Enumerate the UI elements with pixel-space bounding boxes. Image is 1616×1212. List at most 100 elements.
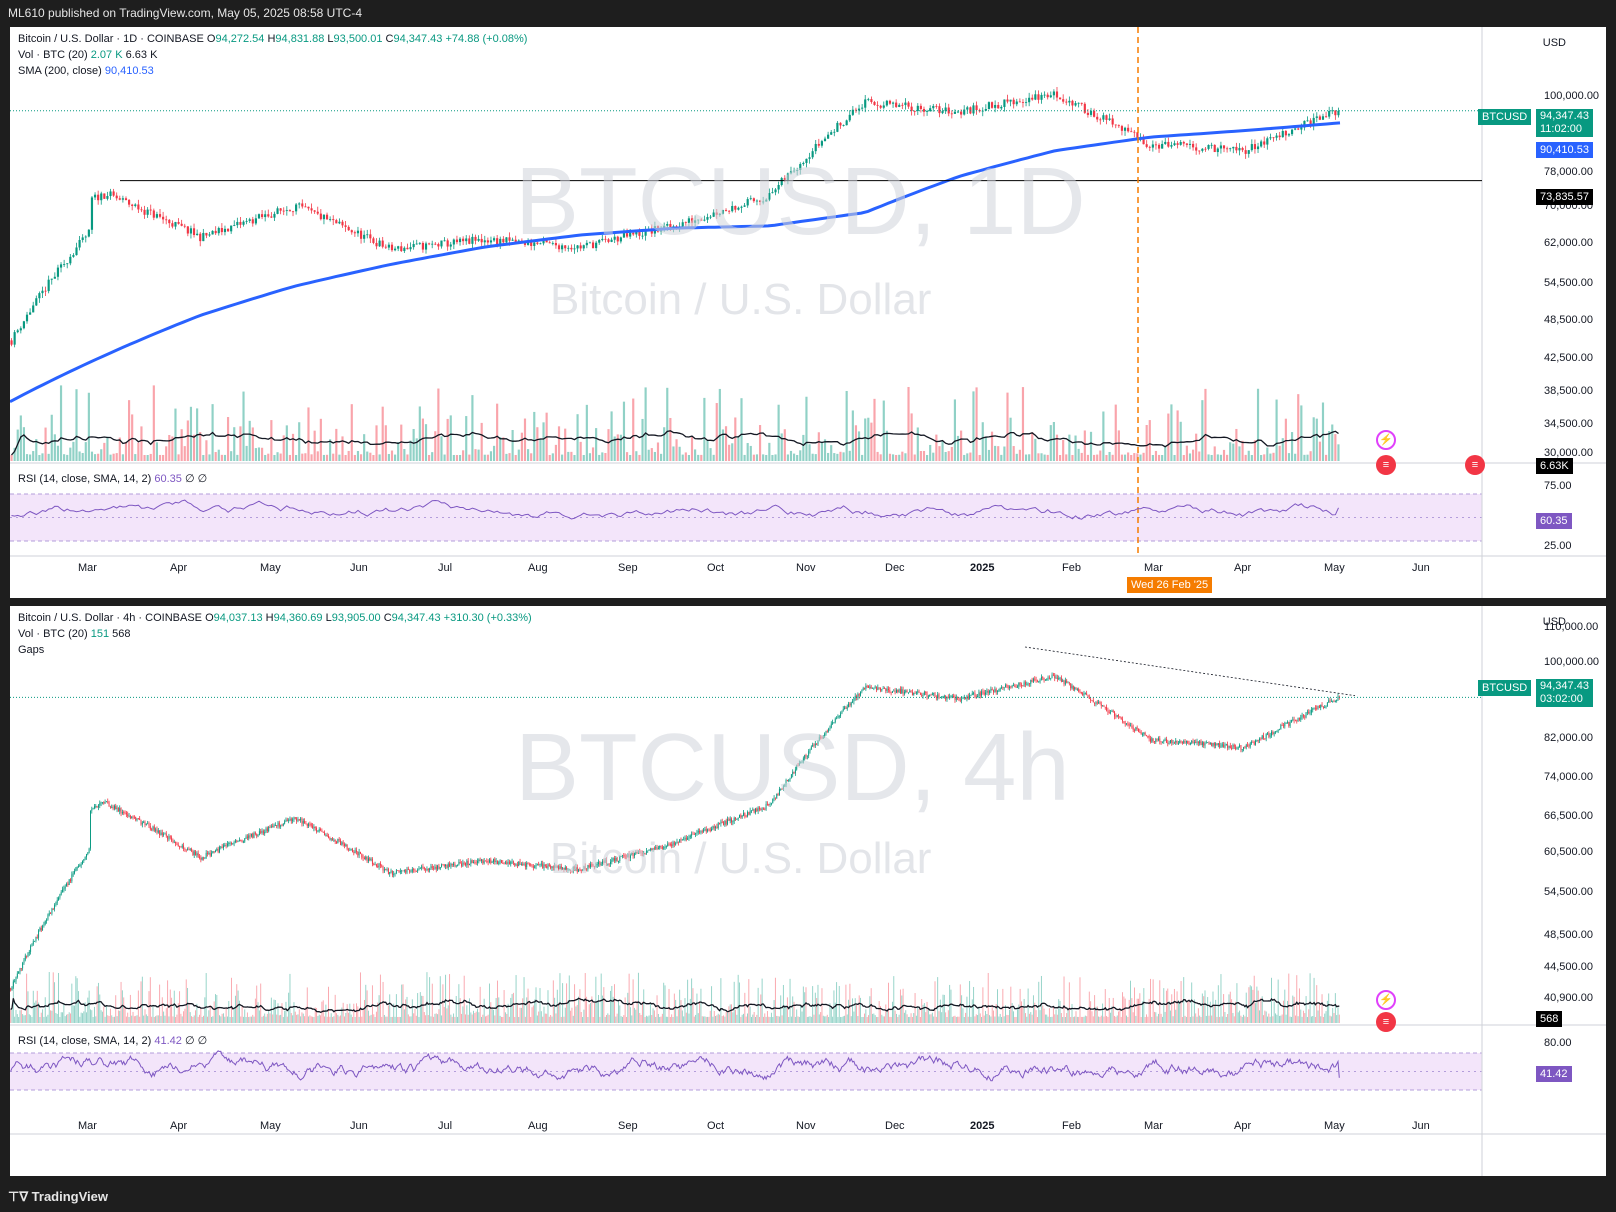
candle-body [32, 305, 35, 313]
candle-body [712, 826, 714, 829]
candle-body [866, 685, 868, 687]
sma-value: 90,410.53 [104, 65, 154, 77]
candle-body [59, 894, 61, 898]
rsi-legend[interactable]: RSI (14, close, SMA, 14, 2) 41.42 ∅ ∅ [18, 1034, 207, 1047]
us-flag-event-icon[interactable]: ≡ [1376, 455, 1396, 475]
candle-body [530, 241, 533, 246]
chart-panel-4h[interactable]: BTCUSD, 4h Bitcoin / U.S. Dollar Bitcoin… [10, 606, 1606, 1176]
volume-bar [613, 436, 616, 461]
volume-bar [1328, 431, 1331, 461]
chart-canvas-4h[interactable] [10, 606, 1606, 1176]
candle-body [242, 221, 245, 225]
candle-body [276, 208, 279, 214]
volume-bar [879, 454, 882, 461]
volume-bar [886, 1011, 888, 1023]
candle-body [1140, 732, 1142, 735]
candle-body [1279, 729, 1280, 731]
events-lightning-icon[interactable]: ⚡ [1376, 430, 1396, 450]
candle-body [1035, 679, 1037, 681]
volume-bar [474, 449, 477, 461]
events-lightning-icon[interactable]: ⚡ [1376, 990, 1396, 1010]
volume-bar [421, 418, 425, 461]
tradingview-logo-icon[interactable]: ⊤∇ [8, 1189, 29, 1204]
candle-body [67, 883, 69, 886]
volume-bar [984, 437, 987, 461]
candle-body [427, 869, 429, 871]
volume-bar [111, 1015, 113, 1023]
candle-body [576, 245, 579, 249]
volume-bar [770, 1012, 772, 1023]
candle-body [168, 836, 170, 840]
currency-label[interactable]: USD [1542, 616, 1566, 628]
volume-bar [1256, 986, 1258, 1023]
candle-body [486, 861, 488, 863]
candle-body [849, 703, 851, 706]
candle-body [749, 810, 751, 815]
volume-bar [219, 1015, 220, 1023]
volume-bar [935, 1016, 937, 1023]
candle-body [54, 905, 56, 909]
candle-body [42, 925, 44, 931]
volume-legend[interactable]: Vol · BTC (20) 151 568 [18, 628, 131, 640]
candle-body [474, 236, 477, 241]
sma-legend[interactable]: SMA (200, close) 90,410.53 [18, 65, 154, 77]
us-flag-event-icon[interactable]: ≡ [1465, 455, 1485, 475]
candle-body [495, 860, 497, 863]
candle-body [1203, 742, 1205, 746]
volume-bar [449, 415, 452, 461]
candle-body [560, 866, 562, 869]
candle-body [923, 692, 925, 696]
volume-bar [600, 973, 602, 1023]
us-flag-event-icon[interactable]: ≡ [1376, 1012, 1396, 1032]
candle-body [208, 852, 210, 854]
chart-panel-1d[interactable]: BTCUSD, 1D Bitcoin / U.S. Dollar Bitcoin… [10, 27, 1606, 598]
ohlc-legend[interactable]: Bitcoin / U.S. Dollar · 1D · COINBASE O9… [18, 33, 527, 45]
volume-bar [999, 1013, 1001, 1023]
volume-bar [1076, 1016, 1078, 1023]
rsi-legend[interactable]: RSI (14, close, SMA, 14, 2) 60.35 ∅ ∅ [18, 472, 207, 485]
volume-bar [1281, 438, 1284, 461]
candle-body [804, 755, 806, 759]
candle-body [173, 841, 175, 843]
candle-body [192, 850, 194, 856]
candle-body [635, 231, 638, 235]
tradingview-logo-text[interactable]: TradingView [31, 1189, 108, 1204]
candle-body [1233, 745, 1235, 747]
candle-body [492, 859, 494, 862]
volume-bar [1256, 388, 1260, 461]
candle-body [435, 866, 437, 870]
volume-bar [921, 999, 923, 1023]
candle-body [601, 238, 604, 241]
candle-body [120, 808, 122, 814]
volume-legend[interactable]: Vol · BTC (20) 2.07 K 6.63 K [18, 49, 157, 61]
currency-label[interactable]: USD [1542, 37, 1566, 49]
volume-bar [771, 454, 774, 461]
volume-bar [651, 1015, 653, 1023]
candle-body [1013, 685, 1014, 687]
candle-body [845, 707, 847, 709]
volume-bar [38, 1002, 40, 1023]
time-tick-label: Apr [1234, 1120, 1252, 1132]
candle-body [172, 840, 174, 842]
volume-bar [1191, 982, 1193, 1023]
candle-body [447, 863, 449, 868]
candle-body [1329, 700, 1331, 702]
volume-bar [834, 1002, 836, 1023]
candle-body [941, 111, 944, 114]
candle-body [96, 805, 98, 808]
candle-body [962, 698, 964, 699]
candle-body [1127, 127, 1130, 132]
candle-body [11, 986, 13, 991]
chart-canvas-1d[interactable] [10, 27, 1606, 598]
candle-body [474, 861, 476, 863]
volume-bar [1167, 988, 1169, 1023]
rsi-tick-label: 75.00 [1544, 480, 1572, 492]
candle-body [886, 688, 888, 691]
volume-bar [345, 1012, 347, 1023]
candle-body [419, 868, 421, 870]
volume-bar [1117, 430, 1120, 461]
ohlc-legend[interactable]: Bitcoin / U.S. Dollar · 4h · COINBASE O9… [18, 612, 532, 624]
volume-bar [616, 1013, 618, 1023]
volume-bar [161, 997, 163, 1023]
gaps-legend[interactable]: Gaps [18, 644, 44, 656]
